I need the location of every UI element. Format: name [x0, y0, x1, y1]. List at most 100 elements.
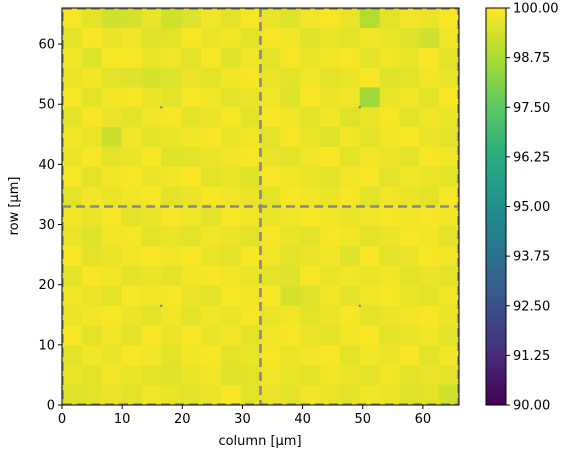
heatmap-cell: [419, 27, 440, 49]
heatmap-cell: [62, 285, 83, 307]
heatmap-cell: [62, 127, 83, 148]
heatmap-cell: [62, 27, 83, 49]
heatmap-cell: [320, 127, 341, 148]
heatmap-cell: [101, 206, 123, 227]
marker-point: [358, 105, 362, 109]
heatmap-cell: [320, 325, 341, 346]
heatmap-cell: [300, 246, 321, 267]
heatmap-cell: [181, 246, 202, 267]
heatmap-cell: [379, 345, 400, 366]
colorbar: [485, 7, 507, 406]
heatmap-cell: [181, 385, 202, 406]
heatmap-cell: [101, 226, 123, 247]
heatmap-cell: [141, 325, 162, 346]
heatmap-cell: [220, 365, 242, 386]
heatmap-cell: [181, 146, 202, 168]
heatmap-cell: [439, 246, 460, 267]
colorbar-tick-label: 92.50: [513, 299, 550, 314]
heatmap-cell: [280, 226, 301, 247]
heatmap-cell: [320, 266, 341, 287]
y-axis-label: row [µm]: [7, 177, 22, 236]
heatmap-cell: [141, 305, 162, 327]
heatmap-cell: [121, 186, 142, 207]
heatmap-cell: [200, 87, 222, 108]
heatmap-cell: [419, 246, 440, 267]
heatmap-cell: [240, 206, 261, 227]
heatmap-cell: [339, 166, 361, 188]
heatmap-cell: [379, 226, 400, 247]
heatmap-cell: [359, 67, 381, 88]
heatmap-cell: [121, 146, 142, 168]
heatmap-cell: [439, 186, 460, 207]
heatmap-cell: [300, 8, 321, 29]
heatmap-cell: [141, 87, 162, 108]
heatmap-cell: [200, 325, 222, 346]
x-tick-label: 60: [415, 412, 432, 427]
heatmap-cell: [359, 27, 381, 49]
heatmap-cell: [220, 186, 242, 207]
heatmap-cell: [200, 47, 222, 69]
heatmap-cell: [260, 385, 281, 406]
heatmap-cell: [200, 206, 222, 227]
heatmap-cell: [280, 127, 301, 148]
heatmap-cell: [181, 87, 202, 108]
heatmap-cell: [101, 166, 123, 188]
heatmap-cell: [121, 8, 142, 29]
heatmap-cell: [240, 325, 261, 346]
heatmap-cell: [320, 285, 341, 307]
heatmap-cell: [121, 87, 142, 108]
heatmap-cell: [161, 385, 182, 406]
heatmap-cell: [399, 305, 420, 327]
colorbar-tick-label: 98.75: [513, 51, 550, 66]
marker-point: [159, 105, 163, 109]
heatmap-cell: [161, 246, 182, 267]
heatmap-cell: [240, 87, 261, 108]
heatmap-cell: [81, 166, 103, 188]
heatmap-cell: [439, 226, 460, 247]
heatmap-cell: [161, 146, 182, 168]
heatmap-cell: [300, 365, 321, 386]
heatmap-cell: [141, 365, 162, 386]
heatmap-cell: [260, 146, 281, 168]
heatmap-cell: [300, 146, 321, 168]
heatmap-cell: [300, 127, 321, 148]
heatmap-cell: [62, 385, 83, 406]
heatmap-cell: [260, 47, 281, 69]
heatmap-cell: [359, 166, 381, 188]
heatmap-cell: [320, 87, 341, 108]
heatmap-cell: [339, 285, 361, 307]
heatmap-cell: [240, 186, 261, 207]
heatmap-cell: [379, 47, 400, 69]
heatmap-cell: [359, 186, 381, 207]
heatmap-cell: [359, 146, 381, 168]
heatmap-cell: [379, 166, 400, 188]
heatmap-cell: [419, 285, 440, 307]
heatmap-cell: [379, 87, 400, 108]
heatmap-cell: [101, 325, 123, 346]
heatmap-cell: [62, 67, 83, 88]
heatmap-cell: [161, 67, 182, 88]
heatmap-cell: [240, 305, 261, 327]
heatmap-cell: [220, 226, 242, 247]
heatmap-cell: [399, 47, 420, 69]
heatmap-cell: [200, 166, 222, 188]
heatmap-cell: [200, 305, 222, 327]
heatmap-cell: [359, 246, 381, 267]
heatmap-cell: [300, 186, 321, 207]
heatmap-cell: [240, 8, 261, 29]
heatmap-cell: [359, 87, 381, 108]
heatmap-cell: [161, 27, 182, 49]
heatmap-cell: [419, 146, 440, 168]
heatmap-cell: [240, 27, 261, 49]
heatmap-cell: [121, 47, 142, 69]
heatmap-cell: [101, 266, 123, 287]
x-tick-label: 50: [354, 412, 371, 427]
heatmap-cell: [439, 345, 460, 366]
heatmap-cell: [320, 67, 341, 88]
heatmap-cell: [419, 166, 440, 188]
heatmap-cell: [439, 206, 460, 227]
heatmap-cell: [181, 166, 202, 188]
heatmap-cell: [320, 166, 341, 188]
heatmap-cell: [399, 166, 420, 188]
heatmap-cell: [379, 206, 400, 227]
